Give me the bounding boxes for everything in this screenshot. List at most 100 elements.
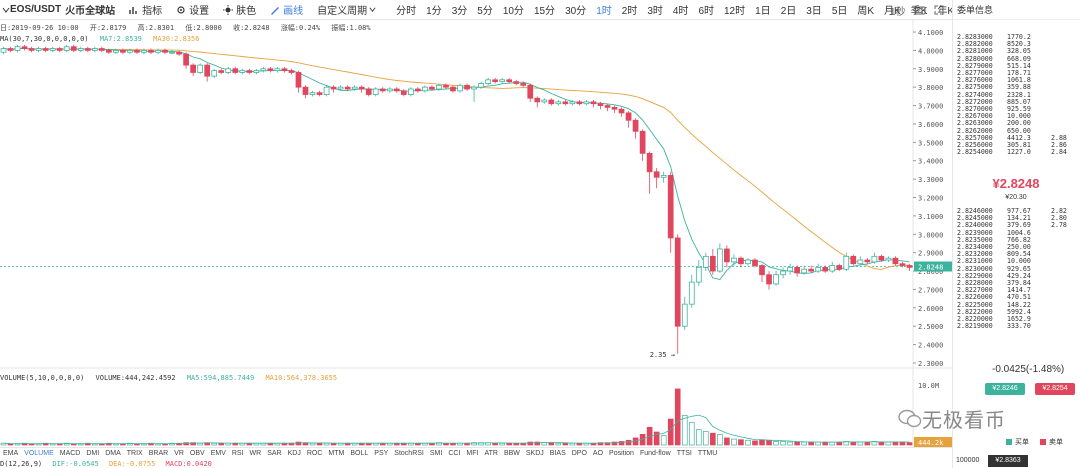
candle-body[interactable] [822, 266, 829, 272]
refresh-rate-label[interactable]: 1秒 [890, 6, 906, 18]
candle-body[interactable] [127, 49, 133, 53]
candle-body[interactable] [731, 257, 737, 263]
bids-row[interactable]: 2.8234000 250.00 [957, 243, 1071, 251]
indicator-tab-9[interactable]: EMV [210, 450, 226, 457]
candle-body[interactable] [155, 49, 161, 53]
candle-body[interactable] [141, 49, 147, 53]
indicator-tab-11[interactable]: WR [249, 450, 262, 457]
interval-tab-2[interactable]: 3分 [451, 6, 468, 17]
indicator-tab-14[interactable]: ROC [306, 450, 323, 457]
candle-body[interactable] [386, 88, 393, 92]
candle-body[interactable] [148, 49, 154, 53]
indicator-tab-31[interactable]: TTMU [697, 450, 718, 457]
candle-body[interactable] [836, 265, 843, 270]
candle-body[interactable] [56, 48, 63, 51]
candle-body[interactable] [801, 268, 808, 274]
candle-body[interactable] [808, 268, 815, 272]
candle-body[interactable] [0, 48, 7, 53]
candle-body[interactable] [176, 51, 182, 55]
interval-tab-8[interactable]: 2时 [621, 6, 638, 17]
candle-body[interactable] [70, 46, 77, 51]
candle-body[interactable] [77, 48, 84, 51]
bids-row[interactable]: 2.8225000 148.22 [957, 301, 1071, 309]
candle-body[interactable] [288, 70, 295, 73]
bids-row[interactable]: 2.8219000 333.70 [957, 323, 1071, 330]
indicator-tab-3[interactable]: DMI [86, 450, 100, 457]
candle-body[interactable] [681, 303, 688, 327]
indicator-tab-24[interactable]: SKDJ [525, 450, 544, 457]
asks-row[interactable]: 2.8280000 668.09 [957, 55, 1071, 63]
indicator-tab-4[interactable]: DMA [105, 450, 121, 457]
indicator-tab-2[interactable]: MACD [59, 450, 81, 457]
candle-body[interactable] [7, 48, 14, 51]
indicator-tab-16[interactable]: BOLL [350, 450, 369, 457]
indicator-tab-10[interactable]: RSI [231, 450, 244, 457]
indicator-tab-22[interactable]: ATR [484, 450, 498, 457]
candle-body[interactable] [604, 105, 611, 108]
bids-row[interactable]: 2.8239000 1004.6 [957, 229, 1071, 237]
macd-params[interactable]: D(12,26,9) [0, 460, 43, 468]
candle-body[interactable] [323, 86, 330, 95]
candle-body[interactable] [358, 86, 365, 90]
candle-body[interactable] [190, 64, 196, 73]
candle-body[interactable] [492, 79, 498, 83]
candle-body[interactable] [688, 281, 695, 305]
interval-tab-6[interactable]: 30分 [565, 6, 587, 17]
candle-body[interactable] [548, 99, 555, 105]
candle-body[interactable] [351, 86, 358, 90]
candle-body[interactable] [471, 86, 477, 90]
candle-body[interactable] [120, 49, 126, 53]
candle-body[interactable] [309, 92, 316, 95]
buy-price-button[interactable]: ¥2.8246 [985, 383, 1025, 395]
candle-body[interactable] [864, 259, 871, 263]
candle-body[interactable] [429, 86, 435, 90]
candle-body[interactable] [211, 70, 218, 77]
candle-body[interactable] [787, 266, 793, 272]
asks-row[interactable]: 2.8270000 925.59 [957, 105, 1071, 113]
candle-body[interactable] [871, 255, 878, 263]
asks-row[interactable]: 2.8277000 178.71 [957, 69, 1071, 77]
interval-tab-5[interactable]: 15分 [533, 6, 556, 17]
asks-row[interactable]: 2.8267000 10.000 [957, 113, 1071, 120]
candle-body[interactable] [667, 175, 674, 239]
candle-body[interactable] [415, 88, 421, 92]
candle-body[interactable] [365, 88, 372, 95]
asks-row[interactable]: 2.8254000 1227.0 2.84 [957, 149, 1071, 156]
candle-body[interactable] [281, 68, 288, 72]
interval-tab-13[interactable]: 1日 [755, 6, 771, 17]
candle-body[interactable] [695, 266, 702, 283]
candle-body[interactable] [485, 79, 491, 84]
indicator-tab-26[interactable]: DPO [571, 450, 587, 457]
candle-body[interactable] [674, 237, 681, 327]
fullscreen-icon[interactable] [934, 5, 944, 15]
camera-icon[interactable] [914, 5, 926, 15]
indicator-tab-29[interactable]: Fund-flow [639, 450, 671, 457]
candle-body[interactable] [597, 103, 604, 106]
candle-body[interactable] [98, 48, 105, 51]
interval-tab-16[interactable]: 5日 [831, 6, 848, 17]
candle-body[interactable] [660, 175, 667, 178]
interval-tab-20[interactable]: 年K [937, 6, 952, 17]
asks-row[interactable]: 2.8257000 4412.3 2.88 [957, 134, 1071, 142]
interval-tab-14[interactable]: 2日 [780, 6, 797, 17]
asks-row[interactable]: 2.8275000 359.88 [957, 84, 1071, 91]
candle-body[interactable] [169, 51, 175, 54]
candle-body[interactable] [35, 48, 42, 51]
interval-tab-4[interactable]: 10分 [502, 6, 524, 17]
candle-body[interactable] [555, 101, 562, 105]
candle-body[interactable] [84, 48, 91, 51]
indicator-tab-18[interactable]: StochRSI [394, 450, 424, 457]
bids-row[interactable]: 2.8227000 1414.7 [957, 287, 1071, 294]
indicators-button[interactable]: 指标 [129, 2, 162, 17]
interval-tab-9[interactable]: 3时 [647, 6, 663, 17]
asks-row[interactable]: 2.8279000 515.14 [957, 62, 1071, 70]
candle-body[interactable] [49, 48, 56, 51]
candle-body[interactable] [14, 46, 21, 51]
bids-row[interactable]: 2.8231000 10.000 [957, 258, 1071, 265]
bids-row[interactable]: 2.8232000 809.54 [957, 251, 1071, 258]
volume-params[interactable]: VOLUME(5,10,0,0,0,0) [0, 374, 85, 382]
candle-body[interactable] [752, 259, 758, 266]
candle-body[interactable] [773, 274, 779, 285]
asks-row[interactable]: 2.8256000 305.81 2.86 [957, 141, 1071, 149]
bids-row[interactable]: 2.8246000 977.67 2.82 [957, 207, 1071, 215]
